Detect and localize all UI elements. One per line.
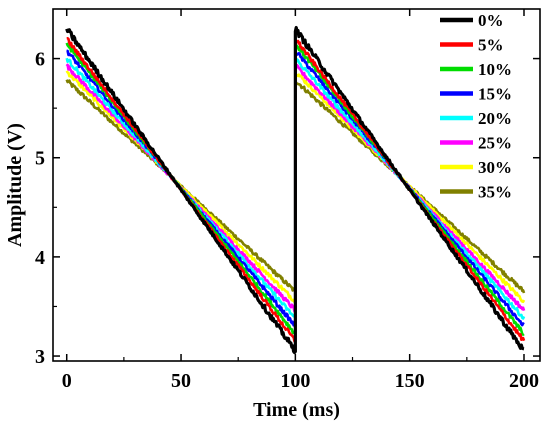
- x-tick-label: 200: [509, 370, 539, 392]
- x-tick-label: 0: [62, 370, 72, 392]
- x-tick-label: 50: [171, 370, 191, 392]
- series-line-0-percent: [65, 25, 525, 355]
- legend-label: 5%: [478, 36, 504, 55]
- legend: 0% 5% 10% 15% 20% 25% 30% 35%: [440, 11, 512, 202]
- x-tick-label: 150: [395, 370, 425, 392]
- x-axis-title: Time (ms): [253, 399, 340, 421]
- y-tick-label: 6: [35, 49, 45, 71]
- legend-label: 0%: [478, 11, 504, 30]
- y-axis-title: Amplitude (V): [4, 123, 26, 247]
- legend-label: 15%: [478, 85, 512, 104]
- legend-label: 35%: [478, 183, 512, 202]
- plot-frame: [52, 8, 541, 362]
- y-tick-label: 3: [35, 346, 45, 368]
- y-tick-label: 4: [35, 247, 45, 269]
- legend-label: 20%: [478, 109, 512, 128]
- x-tick-label: 100: [280, 370, 310, 392]
- legend-label: 30%: [478, 158, 512, 177]
- legend-label: 10%: [478, 60, 512, 79]
- legend-label: 25%: [478, 134, 512, 153]
- y-tick-label: 5: [35, 148, 45, 170]
